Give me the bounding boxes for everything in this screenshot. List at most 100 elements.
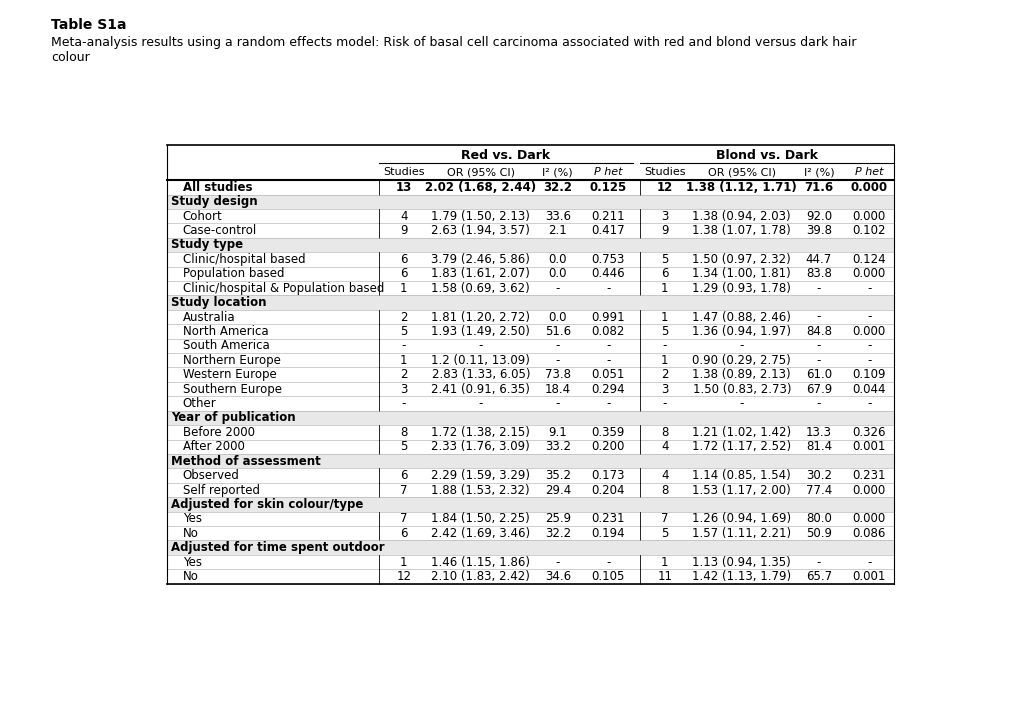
Text: 18.4: 18.4 [544,382,571,395]
Bar [167,425,894,439]
Text: Red vs. Dark: Red vs. Dark [461,149,550,162]
Text: 6: 6 [399,469,407,482]
Text: 0.753: 0.753 [591,253,625,266]
Text: 1.46 (1.15, 1.86): 1.46 (1.15, 1.86) [431,556,530,569]
Text: 33.6: 33.6 [544,210,571,222]
Text: 0.446: 0.446 [591,267,625,280]
Text: 2.41 (0.91, 6.35): 2.41 (0.91, 6.35) [431,382,530,395]
Text: 30.2: 30.2 [805,469,832,482]
Bar [167,194,894,209]
Text: All studies: All studies [182,181,252,194]
Text: Case-control: Case-control [182,224,257,237]
Text: 2.1: 2.1 [548,224,567,237]
Bar [167,555,894,570]
Text: -: - [739,339,743,352]
Bar [167,281,894,295]
Text: -: - [866,556,870,569]
Text: 4: 4 [660,469,667,482]
Text: Meta-analysis results using a random effects model: Risk of basal cell carcinoma: Meta-analysis results using a random eff… [51,36,856,64]
Text: Study design: Study design [171,195,258,208]
Text: 3: 3 [660,210,667,222]
Bar [167,252,894,266]
Bar [167,439,894,454]
Text: 29.4: 29.4 [544,484,571,497]
Text: 1.29 (0.93, 1.78): 1.29 (0.93, 1.78) [692,282,791,294]
Text: 12: 12 [656,181,673,194]
Text: -: - [866,339,870,352]
Text: I² (%): I² (%) [803,167,834,177]
Text: Before 2000: Before 2000 [182,426,255,439]
Text: Observed: Observed [182,469,239,482]
Text: 9.1: 9.1 [548,426,567,439]
Text: 83.8: 83.8 [805,267,830,280]
Bar [167,454,894,469]
Text: Northern Europe: Northern Europe [182,354,280,366]
Text: Clinic/hospital based: Clinic/hospital based [182,253,305,266]
Text: 5: 5 [399,325,407,338]
Text: Yes: Yes [182,513,202,526]
Text: 1.79 (1.50, 2.13): 1.79 (1.50, 2.13) [431,210,530,222]
Bar [167,266,894,281]
Text: 1.34 (1.00, 1.81): 1.34 (1.00, 1.81) [692,267,791,280]
Text: 1.42 (1.13, 1.79): 1.42 (1.13, 1.79) [692,570,791,583]
Text: After 2000: After 2000 [182,440,245,454]
Text: 0.194: 0.194 [591,527,625,540]
Text: 1: 1 [660,310,667,323]
Text: -: - [605,282,609,294]
Text: Cohort: Cohort [182,210,222,222]
Text: 2.42 (1.69, 3.46): 2.42 (1.69, 3.46) [431,527,530,540]
Text: 0.102: 0.102 [852,224,886,237]
Text: P het: P het [854,167,882,177]
Text: -: - [605,556,609,569]
Text: 7: 7 [399,484,407,497]
Text: 0.000: 0.000 [852,513,884,526]
Text: Year of publication: Year of publication [171,411,296,424]
Text: -: - [816,310,820,323]
Bar [167,295,894,310]
Bar [167,180,894,194]
Text: -: - [816,339,820,352]
Text: 2.02 (1.68, 2.44): 2.02 (1.68, 2.44) [425,181,536,194]
Text: 1.50 (0.83, 2.73): 1.50 (0.83, 2.73) [692,382,791,395]
Text: 80.0: 80.0 [805,513,830,526]
Text: 13.3: 13.3 [805,426,832,439]
Text: 0.211: 0.211 [591,210,625,222]
Text: 0.0: 0.0 [548,253,567,266]
Text: Table S1a: Table S1a [51,18,126,32]
Text: 3: 3 [660,382,667,395]
Text: 0.044: 0.044 [852,382,886,395]
Text: 0.200: 0.200 [591,440,625,454]
Text: 1.83 (1.61, 2.07): 1.83 (1.61, 2.07) [431,267,530,280]
Text: 0.125: 0.125 [589,181,626,194]
Text: 4: 4 [660,440,667,454]
Text: -: - [605,354,609,366]
Text: 0.105: 0.105 [591,570,625,583]
Bar [167,498,894,512]
Text: 8: 8 [399,426,407,439]
Text: Adjusted for skin colour/type: Adjusted for skin colour/type [171,498,363,511]
Text: 5: 5 [399,440,407,454]
Text: 2: 2 [399,310,407,323]
Text: -: - [605,339,609,352]
Text: 2: 2 [399,368,407,381]
Text: Clinic/hospital & Population based: Clinic/hospital & Population based [182,282,384,294]
Text: 3.79 (2.46, 5.86): 3.79 (2.46, 5.86) [431,253,530,266]
Text: 6: 6 [660,267,667,280]
Text: 44.7: 44.7 [805,253,832,266]
Text: 0.326: 0.326 [852,426,886,439]
Text: 1.14 (0.85, 1.54): 1.14 (0.85, 1.54) [692,469,791,482]
Text: 0.417: 0.417 [591,224,625,237]
Text: 0.0: 0.0 [548,267,567,280]
Text: Blond vs. Dark: Blond vs. Dark [715,149,817,162]
Text: -: - [555,339,559,352]
Text: 0.90 (0.29, 2.75): 0.90 (0.29, 2.75) [692,354,791,366]
Text: -: - [866,282,870,294]
Bar [167,238,894,252]
Text: 0.359: 0.359 [591,426,625,439]
Bar [167,324,894,338]
Text: 9: 9 [399,224,407,237]
Text: 11: 11 [656,570,672,583]
Text: 0.082: 0.082 [591,325,625,338]
Text: Self reported: Self reported [182,484,260,497]
Text: 1: 1 [399,556,407,569]
